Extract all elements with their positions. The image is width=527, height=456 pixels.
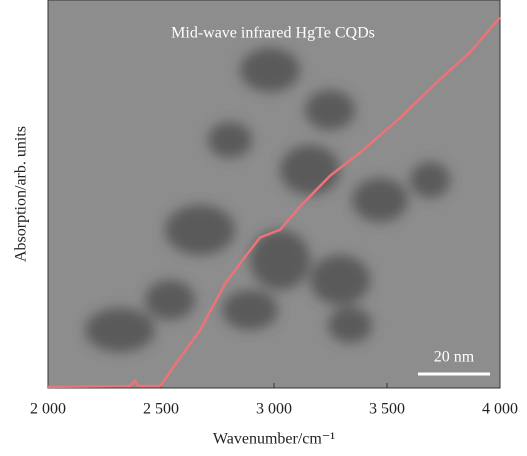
x-tick-label: 4 000: [482, 401, 518, 418]
scale-bar-label: 20 nm: [434, 349, 475, 366]
tem-image: [48, 0, 500, 388]
x-axis-label: Wavenumber/cm⁻¹: [213, 431, 335, 448]
x-tick-label: 3 500: [369, 401, 405, 418]
absorption-line: [47, 16, 501, 389]
y-axis-label: Absorption/arb. units: [13, 126, 30, 262]
x-tick-label: 2 000: [30, 401, 66, 418]
x-tick-label: 2 500: [143, 401, 179, 418]
chart-title: Mid-wave infrared HgTe CQDs: [171, 25, 375, 42]
x-tick-label: 3 000: [256, 401, 292, 418]
